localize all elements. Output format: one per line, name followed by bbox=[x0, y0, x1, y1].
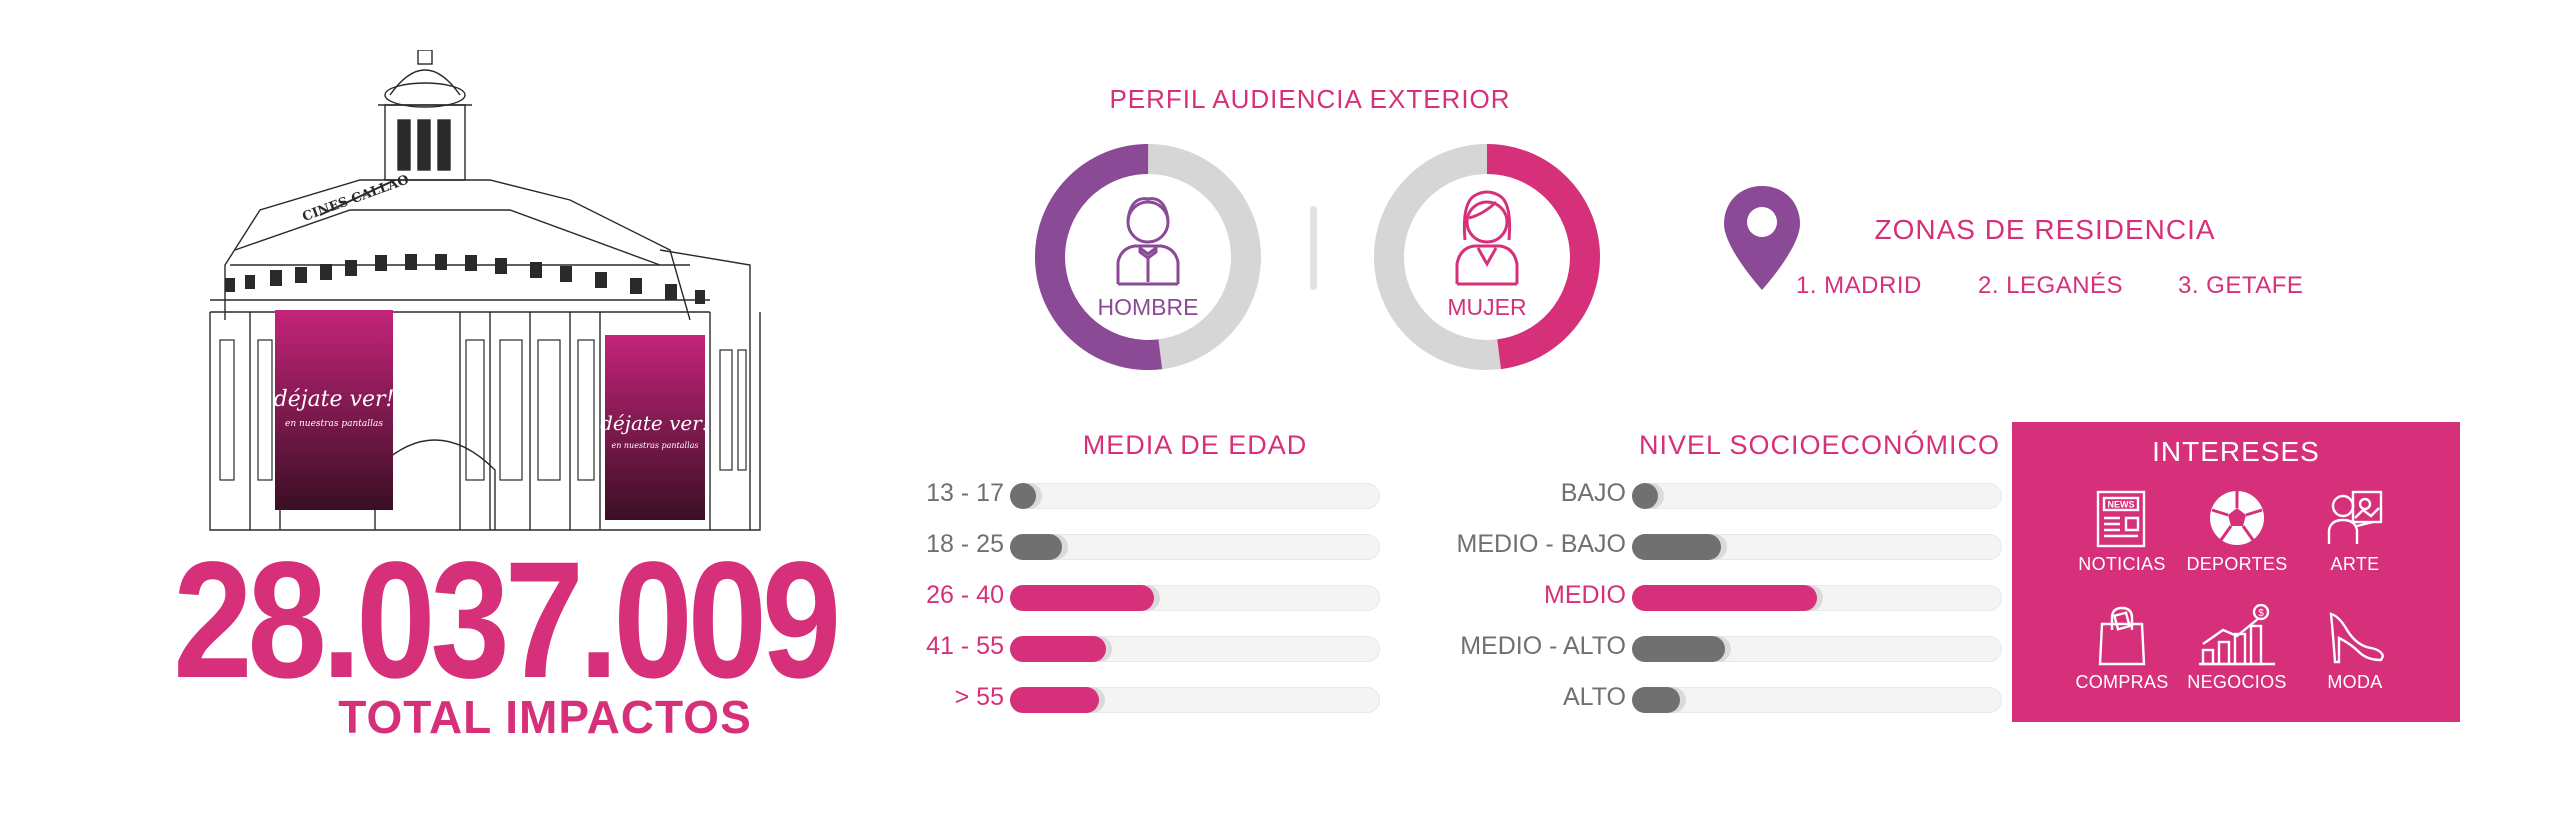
interests-title: INTERESES bbox=[2152, 436, 2320, 467]
zone-item-madrid: 1. MADRID bbox=[1796, 272, 1922, 299]
age-chart-bar-2 bbox=[1010, 585, 1155, 611]
profile-title: PERFIL AUDIENCIA EXTERIOR bbox=[1109, 84, 1511, 114]
ses-chart-track-0 bbox=[1632, 483, 2002, 509]
interest-moda: MODA bbox=[2290, 604, 2420, 693]
ses-chart-label-1: MEDIO - BAJO bbox=[1456, 530, 1626, 558]
svg-text:NEWS: NEWS bbox=[2108, 500, 2135, 510]
ses-chart-row-0: BAJO bbox=[1561, 479, 2002, 509]
soccer-ball-icon bbox=[2210, 491, 2264, 545]
age-chart-bar-4 bbox=[1010, 687, 1099, 713]
ses-chart-bar-1 bbox=[1632, 534, 1721, 560]
ses-chart-label-4: ALTO bbox=[1563, 683, 1626, 711]
ses-chart-track-4 bbox=[1632, 687, 2002, 713]
ses-chart-row-1: MEDIO - BAJO bbox=[1457, 530, 2002, 560]
age-chart-track-0 bbox=[1010, 483, 1380, 509]
building-sign: CINES CALLAO bbox=[300, 172, 411, 224]
interest-label-moda: MODA bbox=[2327, 672, 2383, 692]
zone-item-leganes: 2. LEGANÉS bbox=[1978, 272, 2124, 299]
age-chart-bar-1 bbox=[1010, 534, 1062, 560]
poster-text-right: déjate ver! bbox=[600, 411, 710, 435]
ses-chart-label-2: MEDIO bbox=[1544, 581, 1626, 609]
interest-negocios: $ NEGOCIOS bbox=[2172, 604, 2302, 693]
age-chart-title: MEDIA DE EDAD bbox=[1082, 430, 1308, 460]
ses-chart-bar-3 bbox=[1632, 636, 1725, 662]
poster-text-left: déjate ver! bbox=[274, 387, 395, 412]
ses-chart-row-2: MEDIO bbox=[1544, 581, 2002, 611]
zones-title: ZONAS DE RESIDENCIA bbox=[1874, 214, 2216, 245]
age-chart-row-0: 13 - 17 bbox=[926, 479, 1380, 509]
interest-label-negocios: NEGOCIOS bbox=[2187, 672, 2287, 692]
interest-label-compras: COMPRAS bbox=[2075, 672, 2169, 692]
age-chart-label-3: 41 - 55 bbox=[926, 632, 1004, 660]
age-chart-label-0: 13 - 17 bbox=[926, 479, 1004, 507]
total-impacts-value: 28.037.009 bbox=[173, 528, 841, 713]
age-chart-bar-3 bbox=[1010, 636, 1107, 662]
interest-noticias: NEWS NOTICIAS bbox=[2057, 486, 2187, 575]
svg-text:$: $ bbox=[2258, 608, 2264, 619]
business-chart-icon: $ bbox=[2199, 604, 2275, 666]
female-donut-arc bbox=[1374, 144, 1600, 370]
ses-chart-label-0: BAJO bbox=[1560, 479, 1626, 507]
interest-compras: COMPRAS bbox=[2057, 604, 2187, 693]
shopping-bag-icon bbox=[2098, 606, 2146, 666]
total-impacts-label: TOTAL IMPACTOS bbox=[338, 691, 752, 743]
ses-chart-row-3: MEDIO - ALTO bbox=[1460, 632, 2002, 662]
donut-separator bbox=[1310, 206, 1317, 290]
poster-subtext-left: en nuestras pantallas bbox=[285, 419, 383, 429]
ses-chart-bar-2 bbox=[1632, 585, 1817, 611]
art-icon bbox=[2327, 490, 2383, 544]
interest-deportes: DEPORTES bbox=[2172, 486, 2302, 575]
male-label: HOMBRE bbox=[1097, 294, 1199, 320]
male-donut-chart: HOMBRE bbox=[1035, 144, 1261, 370]
age-chart-row-1: 18 - 25 bbox=[926, 530, 1380, 560]
female-label: MUJER bbox=[1447, 294, 1527, 320]
age-chart-row-2: 26 - 40 bbox=[926, 581, 1380, 611]
age-chart-label-1: 18 - 25 bbox=[926, 530, 1004, 558]
age-chart-bar-0 bbox=[1010, 483, 1036, 509]
interest-arte: ARTE bbox=[2290, 486, 2420, 575]
age-chart-row-3: 41 - 55 bbox=[926, 632, 1380, 662]
female-donut-chart: MUJER bbox=[1374, 144, 1600, 370]
socioeconomic-chart-title: NIVEL SOCIOECONÓMICO bbox=[1638, 430, 2000, 460]
interest-label-noticias: NOTICIAS bbox=[2078, 554, 2166, 574]
male-donut-svg bbox=[1035, 144, 1261, 370]
location-pin-icon bbox=[1724, 186, 1800, 290]
man-icon bbox=[1116, 197, 1180, 286]
high-heel-icon bbox=[2329, 612, 2385, 664]
age-chart-label-4: > 55 bbox=[954, 683, 1004, 711]
interests-panel: INTERESES NEWS NOTICIAS DEPORTES bbox=[2012, 422, 2460, 722]
zone-item-getafe: 3. GETAFE bbox=[2178, 272, 2304, 299]
age-chart-track-1 bbox=[1010, 534, 1380, 560]
female-donut-svg bbox=[1374, 144, 1600, 370]
poster-subtext-right: en nuestras pantallas bbox=[611, 441, 698, 450]
interest-label-arte: ARTE bbox=[2330, 554, 2380, 574]
interest-label-deportes: DEPORTES bbox=[2186, 554, 2288, 574]
cines-callao-building-illustration: déjate ver! déjate ver! en nuestras pant… bbox=[209, 50, 761, 531]
age-chart-row-4: > 55 bbox=[955, 683, 1380, 713]
age-chart-label-2: 26 - 40 bbox=[926, 581, 1004, 609]
newspaper-icon: NEWS bbox=[2096, 490, 2146, 548]
woman-icon bbox=[1455, 190, 1519, 286]
ses-chart-bar-4 bbox=[1632, 687, 1681, 713]
ses-chart-row-4: ALTO bbox=[1563, 683, 2002, 713]
ses-chart-label-3: MEDIO - ALTO bbox=[1460, 632, 1626, 660]
ses-chart-bar-0 bbox=[1632, 483, 1658, 509]
